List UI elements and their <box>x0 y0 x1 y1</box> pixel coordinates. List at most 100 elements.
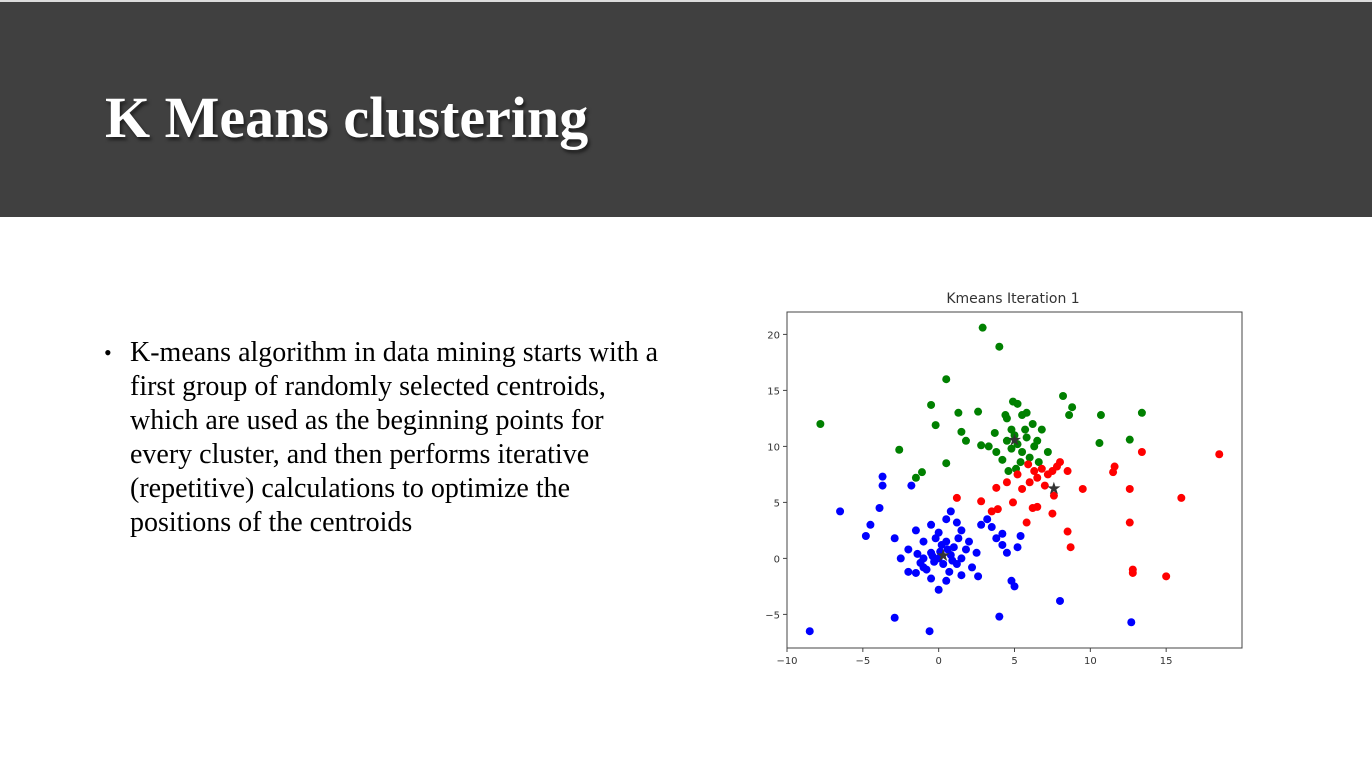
data-point <box>957 554 966 563</box>
data-point <box>1025 453 1034 462</box>
data-point <box>1013 543 1022 552</box>
data-point <box>911 473 920 482</box>
data-point <box>1063 467 1072 476</box>
data-point <box>952 493 961 502</box>
data-point <box>1034 458 1043 467</box>
y-tick-label: 10 <box>767 442 780 453</box>
data-point <box>917 468 926 477</box>
data-point <box>948 556 957 565</box>
data-point <box>995 612 1004 621</box>
data-point <box>957 526 966 535</box>
data-point <box>974 572 983 581</box>
bullet-list: • K-means algorithm in data mining start… <box>104 336 664 540</box>
data-point <box>816 420 825 428</box>
y-tick-label: 5 <box>774 498 780 509</box>
data-point <box>1022 433 1031 442</box>
data-point <box>1068 403 1077 412</box>
data-point <box>890 613 899 622</box>
data-point <box>961 545 970 554</box>
data-point <box>919 537 928 546</box>
data-point <box>1056 596 1064 605</box>
data-point <box>965 537 973 546</box>
data-point <box>945 567 954 576</box>
data-point <box>878 481 887 490</box>
data-point <box>1215 450 1224 459</box>
data-point <box>998 540 1007 549</box>
data-point <box>987 507 996 516</box>
data-point <box>968 563 977 572</box>
data-point <box>911 526 920 535</box>
data-point <box>998 455 1007 464</box>
data-point <box>1010 431 1019 440</box>
data-point <box>1125 518 1134 527</box>
data-point <box>805 627 814 636</box>
data-point <box>961 436 970 445</box>
data-point <box>1008 498 1017 507</box>
x-tick-label: 15 <box>1160 656 1173 667</box>
chart-title: Kmeans Iteration 1 <box>946 291 1079 307</box>
data-point <box>1022 518 1031 527</box>
data-point <box>1127 618 1136 627</box>
data-point <box>866 520 875 529</box>
data-point <box>1021 425 1030 434</box>
data-point <box>875 504 884 512</box>
data-point <box>911 568 920 577</box>
x-tick-label: −5 <box>855 656 870 667</box>
data-point <box>952 518 961 527</box>
data-point <box>936 547 945 556</box>
data-point <box>977 520 986 529</box>
data-point <box>972 548 981 557</box>
centroid-marker: ★ <box>1007 431 1022 451</box>
data-point <box>934 585 943 594</box>
data-point <box>992 534 1001 543</box>
data-point <box>1016 532 1025 540</box>
data-point <box>836 507 845 516</box>
bullet-icon: • <box>104 340 112 365</box>
data-point <box>1049 491 1058 500</box>
data-point <box>1013 470 1022 479</box>
data-point <box>1128 568 1137 577</box>
data-point <box>913 549 922 558</box>
data-point <box>1037 464 1046 473</box>
y-tick-label: −5 <box>765 610 780 621</box>
x-tick-label: 10 <box>1084 656 1097 667</box>
data-point <box>1033 502 1042 511</box>
data-point <box>1001 411 1010 420</box>
data-point <box>942 515 951 524</box>
data-point <box>1096 411 1105 420</box>
data-point <box>1008 397 1017 406</box>
data-point <box>974 407 983 416</box>
data-point <box>942 576 951 585</box>
data-point <box>1018 484 1027 493</box>
data-point <box>1043 470 1052 479</box>
data-point <box>977 497 986 506</box>
data-point <box>957 427 966 436</box>
y-tick-label: 0 <box>774 554 780 565</box>
data-point <box>1066 543 1075 552</box>
data-point <box>878 472 887 481</box>
chart-axes: −10 −5 0 5 10 15 −5 0 5 10 15 20 <box>765 311 1243 667</box>
data-point <box>943 545 952 554</box>
data-point <box>861 532 870 540</box>
centroid-marker: ★ <box>1046 479 1061 499</box>
data-point <box>1033 473 1042 482</box>
data-point <box>1162 572 1171 581</box>
data-point <box>1048 509 1057 518</box>
plot-frame <box>786 311 1243 649</box>
y-tick-label: 20 <box>767 330 780 341</box>
data-point <box>1059 392 1068 400</box>
data-point <box>1033 436 1042 445</box>
data-point <box>1024 460 1033 469</box>
data-point <box>998 529 1007 538</box>
x-tick-label: 0 <box>935 656 941 667</box>
slide-title: K Means clustering <box>105 85 589 150</box>
data-point <box>987 523 996 532</box>
data-point <box>1030 467 1039 476</box>
data-point <box>1016 458 1025 467</box>
data-point <box>928 552 937 561</box>
title-bar: K Means clustering <box>0 2 1372 217</box>
data-point <box>1007 444 1016 453</box>
data-point <box>957 571 966 580</box>
data-point <box>978 323 987 332</box>
data-point <box>931 534 940 543</box>
